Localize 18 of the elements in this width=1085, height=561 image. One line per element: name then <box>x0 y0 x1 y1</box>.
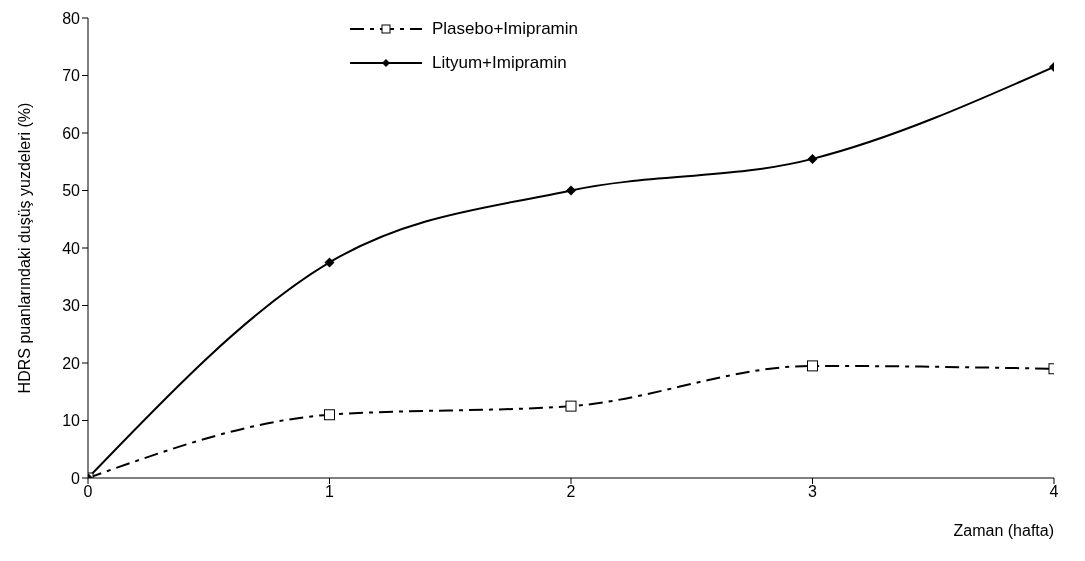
x-tick-label: 4 <box>1049 483 1059 501</box>
y-tick-label: 40 <box>62 239 81 257</box>
y-tick-label: 80 <box>62 9 81 27</box>
y-tick-label: 30 <box>62 297 81 315</box>
y-tick-label: 70 <box>62 67 81 85</box>
y-axis-title: HDRS puanlarındaki duşüş yuzdeleri (%) <box>15 102 33 394</box>
y-tick-label: 60 <box>62 124 81 142</box>
legend-label: Plasebo+Imipramin <box>432 19 578 39</box>
y-tick-label: 0 <box>71 469 81 487</box>
x-tick-label: 0 <box>83 483 93 501</box>
y-tick-label: 50 <box>62 182 81 200</box>
x-tick-label: 3 <box>808 483 818 501</box>
x-tick-label: 1 <box>325 483 335 501</box>
legend-label: Lityum+Imipramin <box>432 53 567 73</box>
x-tick-label: 2 <box>566 483 576 501</box>
x-axis-title: Zaman (hafta) <box>953 522 1054 539</box>
y-tick-label: 10 <box>62 412 81 430</box>
y-tick-label: 20 <box>62 354 81 372</box>
